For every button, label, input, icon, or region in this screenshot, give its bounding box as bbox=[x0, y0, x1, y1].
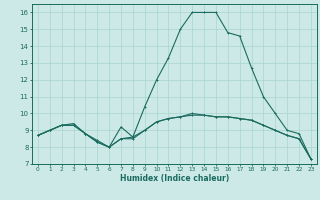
X-axis label: Humidex (Indice chaleur): Humidex (Indice chaleur) bbox=[120, 174, 229, 183]
